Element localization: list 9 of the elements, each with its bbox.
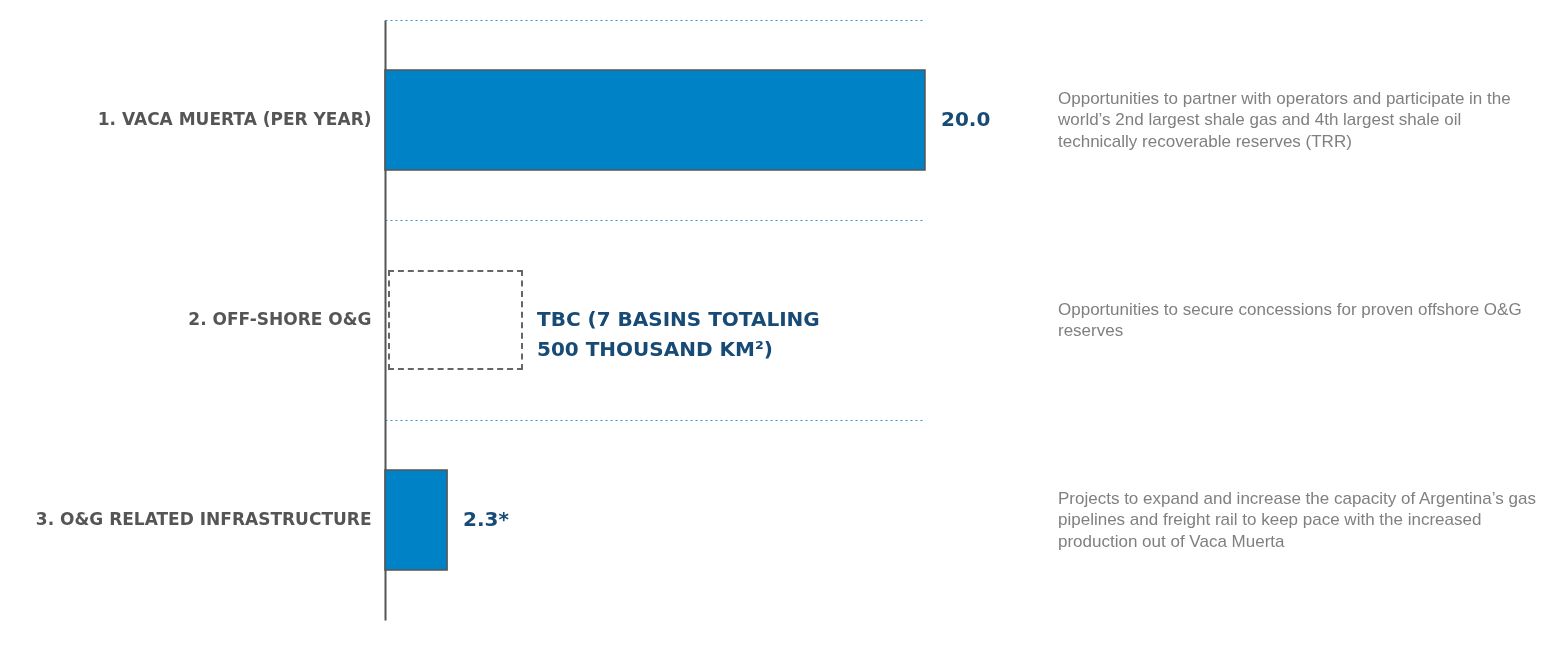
text: Projects to expand and increase the capacity of Argentina’s gas pipelines and freight rail to keep pace with the increased production out of Vaca Muerta: [1058, 488, 1537, 553]
y-tick-label: 2. OFF-SHORE O&G: [188, 309, 372, 329]
y-tick-label: 1. VACA MUERTA (PER YEAR): [97, 109, 372, 129]
data-label: 2.3*: [463, 507, 510, 531]
data-label: 20.0: [941, 107, 991, 131]
text: Opportunities to partner with operators and participate in the world’s 2nd largest shale gas and 4th largest shale oil technically recoverable reserves (TRR): [1058, 88, 1512, 153]
text: Opportunities to secure concessions for proven offshore O&G reserves: [1058, 298, 1523, 342]
y-tick-label: 3. O&G RELATED INFRASTRUCTURE: [35, 509, 372, 529]
text: TBC (7 BASINS TOTALING 500 THOUSAND KM²): [537, 307, 820, 361]
